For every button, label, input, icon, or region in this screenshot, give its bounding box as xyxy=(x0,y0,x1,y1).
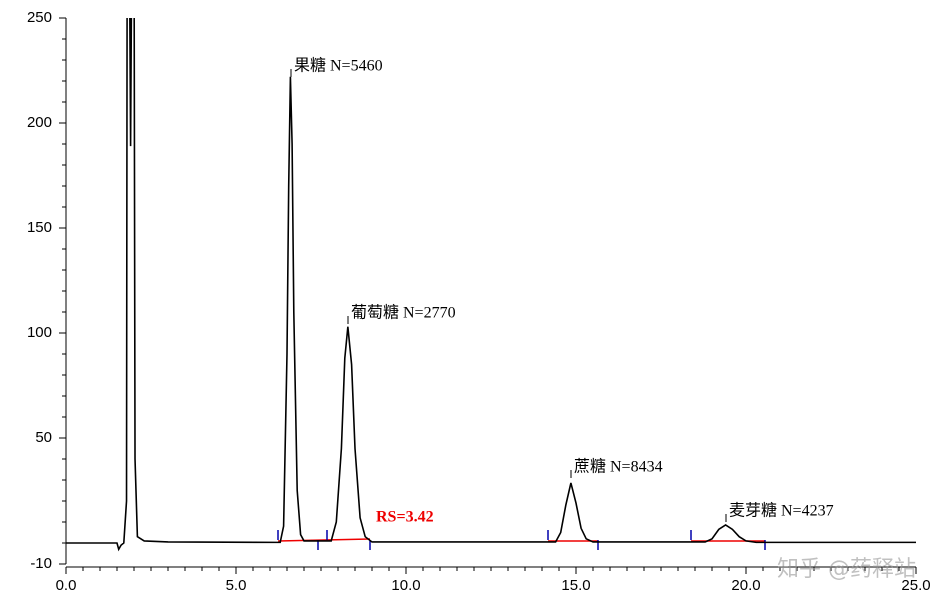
x-tick-label: 25.0 xyxy=(901,577,930,594)
y-tick-label: 50 xyxy=(35,429,52,446)
x-tick-label: 10.0 xyxy=(391,577,420,594)
x-tick-label: 15.0 xyxy=(561,577,590,594)
baseline xyxy=(277,538,371,542)
x-tick-label: 0.0 xyxy=(56,577,77,594)
peak-label: 葡萄糖 N=2770 xyxy=(351,304,456,322)
peak-label: 果糖 N=5460 xyxy=(294,57,383,75)
y-tick-label: 250 xyxy=(27,9,52,26)
x-tick-label: 5.0 xyxy=(226,577,247,594)
peak-label: 麦芽糖 N=4237 xyxy=(729,502,834,520)
watermark: 知乎 @药释站 xyxy=(777,557,916,582)
y-tick-label: 200 xyxy=(27,114,52,131)
trace xyxy=(66,18,916,552)
x-tick-label: 20.0 xyxy=(731,577,760,594)
y-tick-label: -10 xyxy=(30,555,52,572)
y-tick-label: 150 xyxy=(27,219,52,236)
peak-label: 蔗糖 N=8434 xyxy=(574,458,663,476)
y-tick-label: 100 xyxy=(27,324,52,341)
resolution-label: RS=3.42 xyxy=(376,509,434,526)
plot-area xyxy=(66,18,916,552)
integration-marks xyxy=(277,530,766,550)
